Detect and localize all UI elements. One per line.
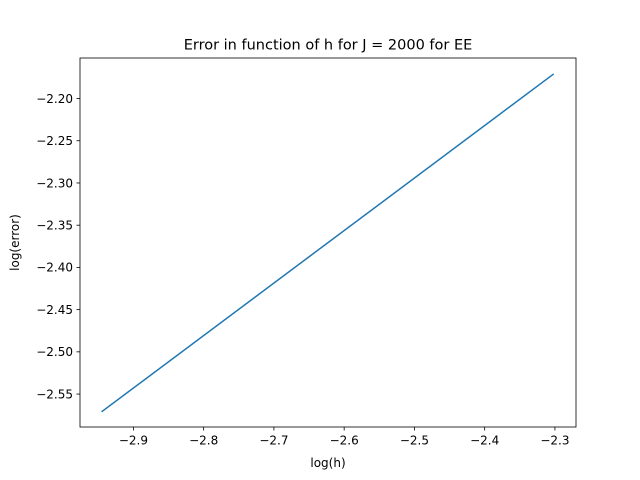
plot-frame bbox=[79, 57, 577, 428]
y-tick-label: −2.20 bbox=[36, 92, 73, 106]
y-tick-label: −2.40 bbox=[36, 261, 73, 275]
y-tick-label: −2.35 bbox=[36, 218, 73, 232]
y-axis: −2.55 −2.50 −2.45 −2.40 −2.35 −2.30 −2.25 −2.20 bbox=[36, 92, 80, 401]
x-axis: −2.9 −2.8 −2.7 −2.6 −2.5 −2.4 −2.3 bbox=[119, 427, 569, 448]
x-axis-label: log(h) bbox=[310, 456, 345, 470]
y-tick-label: −2.55 bbox=[36, 387, 73, 401]
y-axis-label: log(error) bbox=[8, 214, 22, 271]
x-tick-label: −2.9 bbox=[119, 434, 148, 448]
x-tick-label: −2.3 bbox=[540, 434, 569, 448]
y-tick-label: −2.50 bbox=[36, 345, 73, 359]
x-tick-label: −2.7 bbox=[259, 434, 288, 448]
chart-title: Error in function of h for J = 2000 for … bbox=[184, 38, 473, 54]
x-tick-label: −2.6 bbox=[330, 434, 359, 448]
y-tick-label: −2.25 bbox=[36, 134, 73, 148]
x-tick-label: −2.4 bbox=[470, 434, 499, 448]
y-tick-label: −2.45 bbox=[36, 303, 73, 317]
x-tick-label: −2.5 bbox=[400, 434, 429, 448]
series-layer bbox=[101, 73, 555, 413]
y-tick-label: −2.30 bbox=[36, 176, 73, 190]
x-tick-label: −2.8 bbox=[189, 434, 218, 448]
series-line bbox=[101, 73, 555, 413]
